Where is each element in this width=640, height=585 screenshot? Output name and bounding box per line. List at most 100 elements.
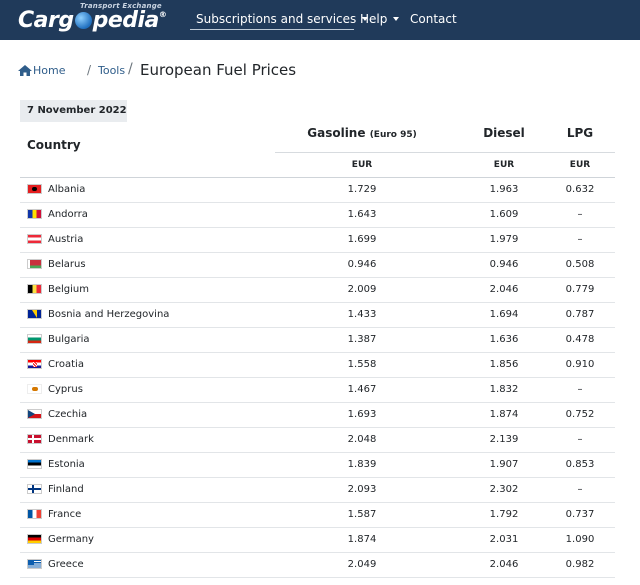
gasoline-price: 1.874	[347, 534, 377, 545]
table-row: Belgium 2.009 2.046 0.779	[20, 278, 615, 303]
country-name: Estonia	[48, 459, 85, 470]
lpg-price: –	[577, 234, 583, 245]
gasoline-price: 1.693	[347, 409, 377, 420]
breadcrumb-tools-link[interactable]: Tools	[98, 64, 126, 77]
country-name: Cyprus	[48, 384, 83, 395]
lpg-price: 0.910	[565, 359, 595, 370]
table-row: Finland 2.093 2.302 –	[20, 478, 615, 503]
czechia-flag-icon	[27, 409, 42, 419]
gasoline-price: 2.009	[347, 284, 377, 295]
croatia-flag-icon	[27, 359, 42, 369]
header-bottom-border	[20, 177, 615, 178]
greece-flag-icon	[27, 559, 42, 569]
nav-subscriptions-menu[interactable]: Subscriptions and services	[196, 12, 369, 26]
nav-contact-link[interactable]: Contact	[410, 12, 457, 26]
gasoline-price: 1.558	[347, 359, 377, 370]
diesel-price: 1.694	[489, 309, 519, 320]
country-name: Denmark	[48, 434, 94, 445]
country-name: Bulgaria	[48, 334, 90, 345]
country-name: Bosnia and Herzegovina	[48, 309, 170, 320]
lpg-price: 0.478	[565, 334, 595, 345]
bulgaria-flag-icon	[27, 334, 42, 344]
lpg-price: 0.508	[565, 259, 595, 270]
country-name: Albania	[48, 184, 86, 195]
top-navbar: Transport Exchange Carg pedia® Subscripti…	[0, 0, 640, 40]
table-row: Belarus 0.946 0.946 0.508	[20, 253, 615, 278]
lpg-price: –	[577, 384, 583, 395]
breadcrumb-separator: /	[87, 63, 92, 77]
diesel-price: 2.302	[489, 484, 519, 495]
diesel-price: 0.946	[489, 259, 519, 270]
caret-down-icon	[362, 17, 369, 21]
country-name: Andorra	[48, 209, 88, 220]
column-header-diesel: Diesel	[483, 126, 525, 140]
breadcrumb-home-link[interactable]: Home	[33, 64, 66, 77]
gasoline-price: 1.387	[347, 334, 377, 345]
nav-help-menu[interactable]: Help	[360, 12, 400, 26]
lpg-price: 0.787	[565, 309, 595, 320]
gasoline-price: 1.587	[347, 509, 377, 520]
country-name: Austria	[48, 234, 84, 245]
gasoline-price: 2.048	[347, 434, 377, 445]
logo-wordmark: Carg pedia®	[18, 8, 167, 33]
denmark-flag-icon	[27, 434, 42, 444]
diesel-price: 2.046	[489, 559, 519, 570]
gasoline-price: 1.699	[347, 234, 377, 245]
home-icon[interactable]	[18, 65, 32, 76]
country-name: Belgium	[48, 284, 89, 295]
table-row: Germany 1.874 2.031 1.090	[20, 528, 615, 553]
lpg-price: –	[577, 484, 583, 495]
diesel-price: 1.609	[489, 209, 519, 220]
currency-label-lpg: EUR	[569, 160, 591, 170]
diesel-price: 1.963	[489, 184, 519, 195]
page-title: European Fuel Prices	[140, 61, 297, 79]
table-row: Czechia 1.693 1.874 0.752	[20, 403, 615, 428]
diesel-price: 2.139	[489, 434, 519, 445]
gasoline-price: 1.433	[347, 309, 377, 320]
lpg-price: 0.737	[565, 509, 595, 520]
column-header-country: Country	[27, 138, 81, 152]
column-header-gasoline: Gasoline (Euro 95)	[307, 126, 417, 140]
gasoline-price: 2.093	[347, 484, 377, 495]
diesel-price: 1.792	[489, 509, 519, 520]
breadcrumb-separator: /	[128, 61, 133, 77]
albania-flag-icon	[27, 184, 42, 194]
gasoline-price: 1.467	[347, 384, 377, 395]
cargopedia-logo[interactable]: Transport Exchange Carg pedia®	[18, 2, 180, 38]
diesel-price: 2.031	[489, 534, 519, 545]
diesel-price: 1.874	[489, 409, 519, 420]
diesel-price: 1.636	[489, 334, 519, 345]
nav-active-underline	[190, 29, 354, 30]
estonia-flag-icon	[27, 459, 42, 469]
lpg-price: 0.779	[565, 284, 595, 295]
gasoline-price: 2.049	[347, 559, 377, 570]
lpg-price: 1.090	[565, 534, 595, 545]
table-row: Austria 1.699 1.979 –	[20, 228, 615, 253]
table-row: Estonia 1.839 1.907 0.853	[20, 453, 615, 478]
lpg-price: 0.632	[565, 184, 595, 195]
diesel-price: 1.856	[489, 359, 519, 370]
diesel-price: 1.907	[489, 459, 519, 470]
gasoline-subtitle: (Euro 95)	[369, 130, 417, 140]
table-row: Cyprus 1.467 1.832 –	[20, 378, 615, 403]
header-divider	[275, 152, 615, 153]
currency-label-diesel: EUR	[493, 160, 515, 170]
cyprus-flag-icon	[27, 384, 42, 394]
lpg-price: –	[577, 209, 583, 220]
lpg-price: 0.752	[565, 409, 595, 420]
table-row: Bulgaria 1.387 1.636 0.478	[20, 328, 615, 353]
gasoline-price: 1.729	[347, 184, 377, 195]
date-badge: 7 November 2022	[20, 100, 127, 122]
belarus-flag-icon	[27, 259, 42, 269]
caret-down-icon	[393, 17, 400, 21]
lpg-price: 0.982	[565, 559, 595, 570]
austria-flag-icon	[27, 234, 42, 244]
diesel-price: 1.979	[489, 234, 519, 245]
table-row: Croatia 1.558 1.856 0.910	[20, 353, 615, 378]
belgium-flag-icon	[27, 284, 42, 294]
diesel-price: 1.832	[489, 384, 519, 395]
finland-flag-icon	[27, 484, 42, 494]
lpg-price: –	[577, 434, 583, 445]
gasoline-price: 1.839	[347, 459, 377, 470]
column-header-lpg: LPG	[566, 126, 594, 140]
